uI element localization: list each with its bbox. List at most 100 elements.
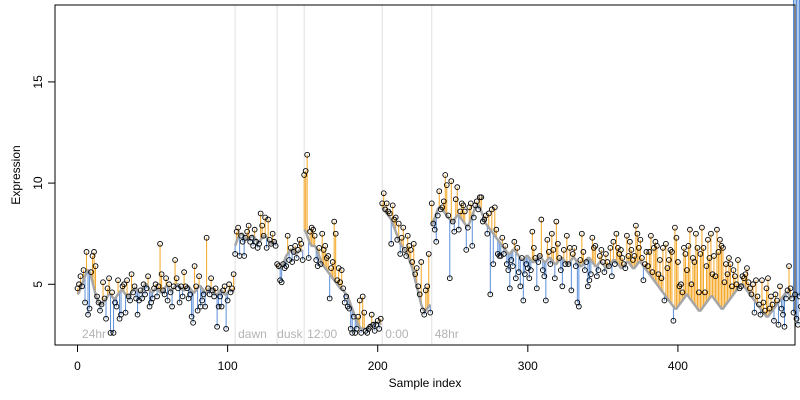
data-point [631,253,638,259]
data-point [212,285,219,292]
data-point [163,275,169,282]
data-point [606,263,612,269]
data-point [424,283,431,290]
data-point [589,234,596,241]
data-point [672,224,678,231]
data-point [699,224,705,231]
data-point [428,200,435,207]
data-point [538,216,545,223]
data-point [583,259,590,265]
data-point [511,238,518,245]
data-point [319,230,326,237]
data-point [691,259,698,265]
data-point [757,311,764,318]
data-point [326,295,333,302]
data-point [697,251,704,257]
residual-segments [77,0,800,333]
data-point [548,230,555,237]
data-point [331,218,338,225]
data-point [464,224,471,231]
data-point [370,321,377,328]
data-point [508,257,515,263]
data-point [121,281,127,288]
data-point [625,253,632,259]
data-point [380,190,387,197]
data-point [768,293,774,300]
data-point [682,251,689,257]
data-point [597,253,603,259]
data-point [633,222,639,229]
data-point [586,277,593,284]
data-point [259,222,265,229]
data-point [305,255,312,261]
data-point [269,230,276,237]
data-point [610,238,617,245]
data-point [349,330,356,336]
data-point [302,168,309,174]
data-point [490,261,497,267]
data-point [223,325,229,332]
data-point [769,301,776,308]
data-point [759,277,765,284]
fit-line-segment-5 [430,204,794,318]
data-point [470,214,477,221]
data-point [221,283,228,290]
data-point [290,249,297,255]
data-point [744,265,750,271]
data-point [669,249,675,255]
data-point [573,263,579,269]
data-point [167,289,174,296]
data-point [383,200,390,207]
data-point [299,257,306,263]
data-point [311,232,318,239]
data-point [244,228,250,235]
data-point [765,275,771,282]
data-point [726,255,732,261]
data-point [100,279,106,286]
data-point [685,242,692,249]
data-point [131,283,138,290]
data-point [643,249,650,255]
data-point [733,281,740,288]
data-point [675,259,681,265]
data-point [397,251,404,257]
data-point [88,269,94,275]
data-point [451,228,458,235]
data-point [206,291,213,298]
data-point [500,251,507,257]
data-point [673,234,680,241]
data-point [756,301,762,308]
data-point [142,291,148,298]
data-point [551,275,558,282]
data-point [217,293,223,300]
data-point [242,234,249,241]
data-point [569,251,576,257]
data-point [292,242,299,249]
data-point [708,230,714,237]
data-point [467,200,474,207]
data-point [85,311,91,318]
data-point [724,271,731,278]
data-point [313,257,320,263]
data-point [445,212,452,219]
data-point [325,253,332,259]
data-point [436,188,443,195]
data-point [783,295,789,302]
data-point [592,242,599,249]
segment-boundaries [234,5,433,345]
data-point [793,315,800,322]
data-point [400,224,407,231]
data-point [200,291,207,298]
x-tick-label: 0 [74,359,81,373]
data-point [193,283,199,290]
data-point [703,263,710,269]
data-point [454,184,461,190]
data-point [338,267,345,273]
data-point [172,257,178,263]
data-point [272,242,279,249]
data-point [448,178,455,184]
data-point [149,295,156,302]
data-point [265,216,271,223]
data-point [774,297,780,304]
data-point [530,245,537,251]
